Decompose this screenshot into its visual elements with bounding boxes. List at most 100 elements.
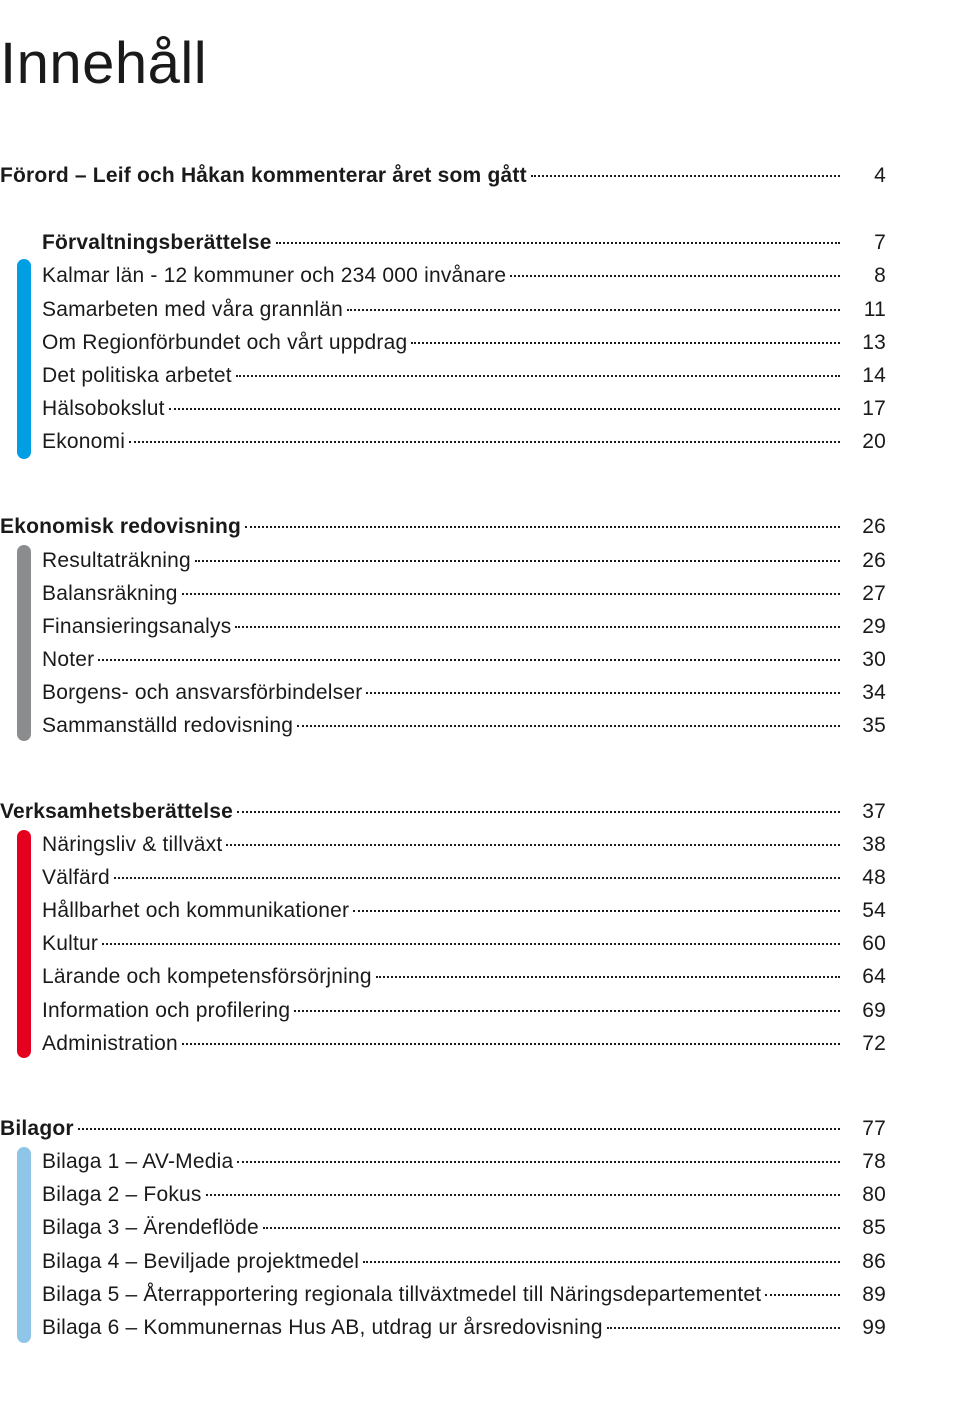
toc-item-row: Sammanställd redovisning35 bbox=[0, 709, 886, 742]
toc-label: Förvaltningsberättelse bbox=[42, 226, 272, 259]
toc-dots bbox=[237, 811, 840, 813]
toc-item-row: Noter 30 bbox=[0, 643, 886, 676]
toc-dots bbox=[235, 626, 840, 628]
toc-page-number: 14 bbox=[846, 359, 886, 392]
toc-label: Bilaga 4 – Beviljade projektmedel bbox=[42, 1245, 359, 1278]
toc-dots bbox=[236, 375, 840, 377]
toc-section: Förord – Leif och Håkan kommenterar året… bbox=[0, 159, 886, 458]
toc-item-row: Administration72 bbox=[0, 1027, 886, 1060]
toc-label: Bilaga 5 – Återrapportering regionala ti… bbox=[42, 1278, 761, 1311]
toc-label: Samarbeten med våra grannlän bbox=[42, 293, 343, 326]
toc-dots bbox=[363, 1261, 840, 1263]
toc-label: Hälsobokslut bbox=[42, 392, 165, 425]
toc-dots bbox=[182, 593, 840, 595]
toc-item-row: Bilaga 4 – Beviljade projektmedel 86 bbox=[0, 1245, 886, 1278]
section-color-bar bbox=[17, 1147, 31, 1343]
spacer bbox=[0, 192, 886, 226]
toc-page-number: 20 bbox=[846, 425, 886, 458]
toc-heading-row: Verksamhetsberättelse 37 bbox=[0, 795, 886, 828]
toc-page-number: 7 bbox=[846, 226, 886, 259]
toc-item-row: Kalmar län - 12 kommuner och 234 000 inv… bbox=[0, 259, 886, 292]
toc-page-number: 89 bbox=[846, 1278, 886, 1311]
toc-dots bbox=[765, 1294, 840, 1296]
toc-item-row: Bilaga 1 – AV-Media78 bbox=[0, 1145, 886, 1178]
toc-item-row: Hållbarhet och kommunikationer 54 bbox=[0, 894, 886, 927]
toc-label: Borgens- och ansvarsförbindelser bbox=[42, 676, 362, 709]
toc-label: Lärande och kompetensförsörjning bbox=[42, 960, 372, 993]
toc-item-row: Borgens- och ansvarsförbindelser34 bbox=[0, 676, 886, 709]
toc-item-row: Lärande och kompetensförsörjning 64 bbox=[0, 960, 886, 993]
toc-dots bbox=[114, 877, 840, 879]
toc-label: Hållbarhet och kommunikationer bbox=[42, 894, 349, 927]
toc-page: Innehåll Förord – Leif och Håkan komment… bbox=[0, 0, 960, 1411]
toc-item-row: Om Regionförbundet och vårt uppdrag13 bbox=[0, 326, 886, 359]
toc-label: Bilagor bbox=[0, 1112, 74, 1145]
toc-item-row: Hälsobokslut 17 bbox=[0, 392, 886, 425]
toc-label: Det politiska arbetet bbox=[42, 359, 232, 392]
toc-dots bbox=[531, 175, 840, 177]
toc-dots bbox=[297, 725, 840, 727]
toc-page-number: 13 bbox=[846, 326, 886, 359]
toc-item-row: Bilaga 2 – Fokus 80 bbox=[0, 1178, 886, 1211]
toc-page-number: 26 bbox=[846, 544, 886, 577]
toc-page-number: 8 bbox=[846, 259, 886, 292]
toc-label: Balansräkning bbox=[42, 577, 178, 610]
section-color-bar bbox=[17, 259, 31, 459]
toc-dots bbox=[237, 1161, 840, 1163]
toc-label: Förord – Leif och Håkan kommenterar året… bbox=[0, 159, 527, 192]
toc-label: Bilaga 2 – Fokus bbox=[42, 1178, 202, 1211]
toc-item-row: Kultur60 bbox=[0, 927, 886, 960]
section-color-bar bbox=[17, 545, 31, 741]
toc-page-number: 37 bbox=[846, 795, 886, 828]
toc-page-number: 77 bbox=[846, 1112, 886, 1145]
toc-dots bbox=[182, 1043, 840, 1045]
toc-page-number: 29 bbox=[846, 610, 886, 643]
toc-sections: Förord – Leif och Håkan kommenterar året… bbox=[0, 159, 886, 1344]
toc-page-number: 54 bbox=[846, 894, 886, 927]
toc-item-row: Balansräkning 27 bbox=[0, 577, 886, 610]
toc-label: Ekonomisk redovisning bbox=[0, 510, 241, 543]
toc-page-number: 78 bbox=[846, 1145, 886, 1178]
toc-label: Noter bbox=[42, 643, 94, 676]
toc-dots bbox=[276, 242, 840, 244]
toc-heading-row: Förvaltningsberättelse 7 bbox=[0, 226, 886, 259]
toc-item-row: Samarbeten med våra grannlän 11 bbox=[0, 293, 886, 326]
toc-page-number: 85 bbox=[846, 1211, 886, 1244]
toc-label: Ekonomi bbox=[42, 425, 125, 458]
toc-item-row: Välfärd 48 bbox=[0, 861, 886, 894]
toc-label: Kultur bbox=[42, 927, 98, 960]
toc-section: Ekonomisk redovisning 26Resultaträkning26… bbox=[0, 510, 886, 742]
toc-item-row: Finansieringsanalys29 bbox=[0, 610, 886, 643]
toc-dots bbox=[294, 1010, 840, 1012]
toc-label: Kalmar län - 12 kommuner och 234 000 inv… bbox=[42, 259, 506, 292]
toc-page-number: 26 bbox=[846, 510, 886, 543]
toc-page-number: 11 bbox=[846, 293, 886, 326]
toc-page-number: 17 bbox=[846, 392, 886, 425]
toc-dots bbox=[366, 692, 840, 694]
toc-label: Näringsliv & tillväxt bbox=[42, 828, 222, 861]
toc-page-number: 27 bbox=[846, 577, 886, 610]
toc-dots bbox=[102, 943, 840, 945]
toc-page-number: 86 bbox=[846, 1245, 886, 1278]
toc-item-row: Resultaträkning26 bbox=[0, 544, 886, 577]
toc-dots bbox=[226, 844, 840, 846]
toc-dots bbox=[206, 1194, 840, 1196]
toc-dots bbox=[376, 976, 840, 978]
toc-page-number: 64 bbox=[846, 960, 886, 993]
toc-page-number: 48 bbox=[846, 861, 886, 894]
toc-page-number: 80 bbox=[846, 1178, 886, 1211]
toc-label: Välfärd bbox=[42, 861, 110, 894]
toc-item-row: Ekonomi 20 bbox=[0, 425, 886, 458]
toc-page-number: 38 bbox=[846, 828, 886, 861]
toc-heading-row: Ekonomisk redovisning 26 bbox=[0, 510, 886, 543]
toc-dots bbox=[347, 309, 840, 311]
toc-label: Verksamhetsberättelse bbox=[0, 795, 233, 828]
toc-section: Verksamhetsberättelse37Näringsliv & till… bbox=[0, 795, 886, 1060]
toc-item-row: Näringsliv & tillväxt 38 bbox=[0, 828, 886, 861]
toc-page-number: 30 bbox=[846, 643, 886, 676]
toc-label: Bilaga 6 – Kommunernas Hus AB, utdrag ur… bbox=[42, 1311, 603, 1344]
toc-label: Bilaga 3 – Ärendeflöde bbox=[42, 1211, 259, 1244]
page-title: Innehåll bbox=[0, 30, 886, 97]
toc-item-row: Det politiska arbetet 14 bbox=[0, 359, 886, 392]
toc-item-row: Information och profilering69 bbox=[0, 994, 886, 1027]
